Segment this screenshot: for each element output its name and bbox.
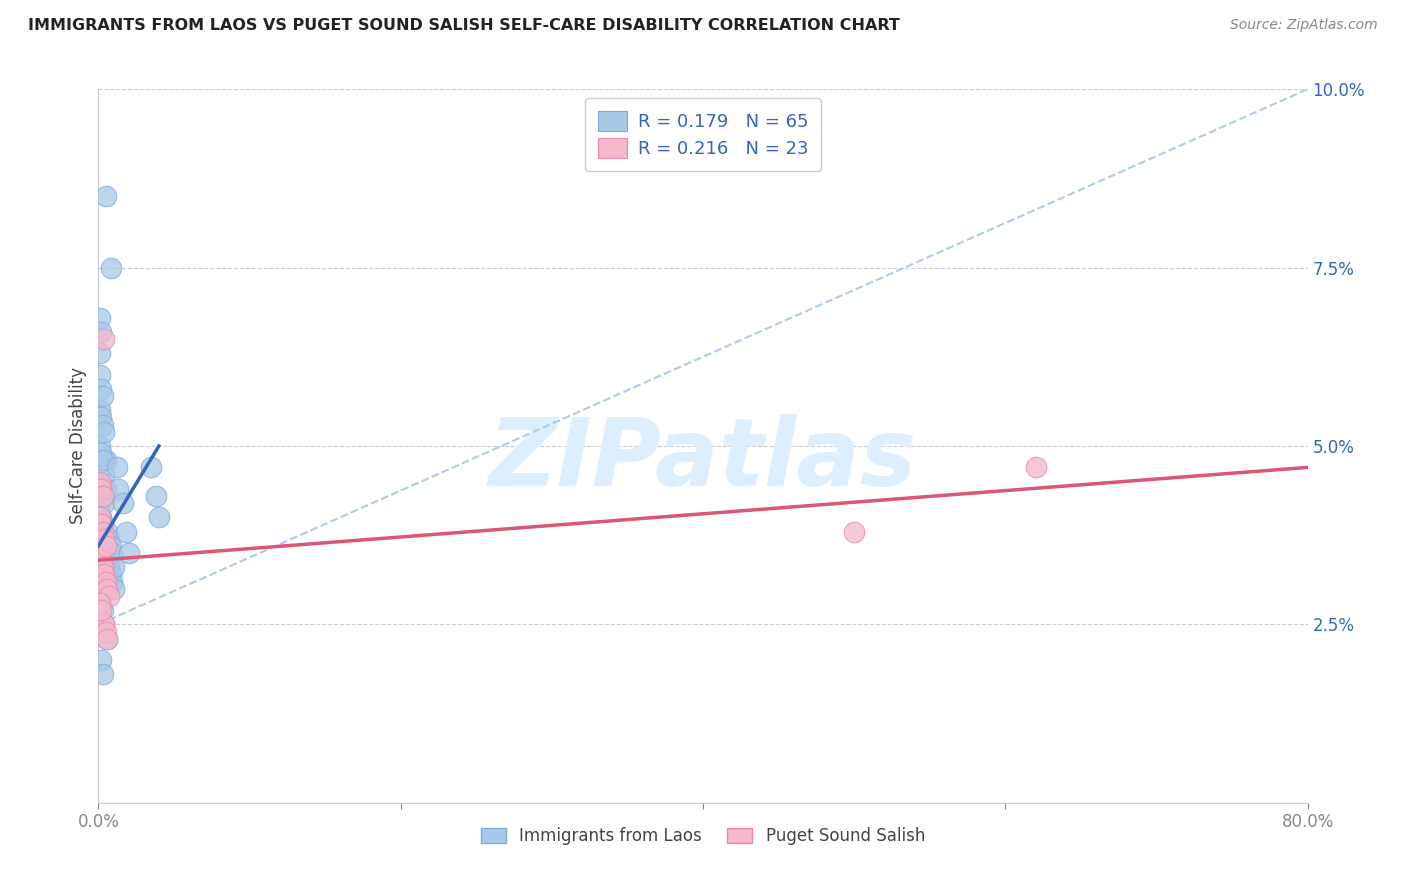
Point xyxy=(89,496,111,510)
Point xyxy=(90,603,112,617)
Point xyxy=(91,517,114,532)
Point xyxy=(101,574,124,589)
Point xyxy=(93,332,115,346)
Point xyxy=(89,524,111,539)
Point xyxy=(89,596,111,610)
Point xyxy=(105,460,128,475)
Point xyxy=(93,496,115,510)
Point xyxy=(94,539,117,553)
Point xyxy=(89,475,111,489)
Point xyxy=(100,260,122,275)
Point xyxy=(96,632,118,646)
Point xyxy=(90,482,112,496)
Text: Source: ZipAtlas.com: Source: ZipAtlas.com xyxy=(1230,18,1378,32)
Point xyxy=(90,653,112,667)
Point xyxy=(89,553,111,567)
Point xyxy=(96,582,118,596)
Point xyxy=(89,475,111,489)
Point xyxy=(91,489,114,503)
Point xyxy=(94,189,117,203)
Point xyxy=(96,524,118,539)
Point xyxy=(103,560,125,574)
Y-axis label: Self-Care Disability: Self-Care Disability xyxy=(69,368,87,524)
Point xyxy=(91,553,114,567)
Point xyxy=(94,574,117,589)
Point xyxy=(89,589,111,603)
Point xyxy=(98,589,121,603)
Point xyxy=(94,582,117,596)
Point xyxy=(89,546,111,560)
Point xyxy=(90,560,112,574)
Point xyxy=(91,560,114,574)
Point xyxy=(89,310,111,325)
Point xyxy=(89,346,111,360)
Point xyxy=(89,574,111,589)
Point xyxy=(90,517,112,532)
Point xyxy=(90,553,112,567)
Point xyxy=(94,453,117,467)
Point xyxy=(103,582,125,596)
Point xyxy=(93,617,115,632)
Point xyxy=(91,389,114,403)
Point xyxy=(90,553,112,567)
Point xyxy=(90,482,112,496)
Point xyxy=(89,439,111,453)
Point xyxy=(93,532,115,546)
Point xyxy=(145,489,167,503)
Point xyxy=(93,617,115,632)
Point xyxy=(89,596,111,610)
Point xyxy=(96,632,118,646)
Point xyxy=(93,425,115,439)
Point xyxy=(90,325,112,339)
Point xyxy=(148,510,170,524)
Point xyxy=(98,560,121,574)
Point xyxy=(89,403,111,417)
Point xyxy=(101,546,124,560)
Point xyxy=(91,524,114,539)
Point xyxy=(91,667,114,681)
Point xyxy=(118,546,141,560)
Point xyxy=(111,496,134,510)
Point xyxy=(91,603,114,617)
Point xyxy=(89,546,111,560)
Point xyxy=(98,532,121,546)
Text: IMMIGRANTS FROM LAOS VS PUGET SOUND SALISH SELF-CARE DISABILITY CORRELATION CHAR: IMMIGRANTS FROM LAOS VS PUGET SOUND SALI… xyxy=(28,18,900,33)
Point xyxy=(89,582,111,596)
Point xyxy=(94,624,117,639)
Point xyxy=(1024,460,1046,475)
Point xyxy=(89,567,111,582)
Point xyxy=(114,524,136,539)
Point xyxy=(141,460,163,475)
Point xyxy=(107,482,129,496)
Legend: Immigrants from Laos, Puget Sound Salish: Immigrants from Laos, Puget Sound Salish xyxy=(474,821,932,852)
Point xyxy=(91,489,114,503)
Point xyxy=(91,560,114,574)
Point xyxy=(844,524,866,539)
Point xyxy=(91,453,114,467)
Point xyxy=(90,510,112,524)
Point xyxy=(100,539,122,553)
Point xyxy=(100,567,122,582)
Point xyxy=(93,532,115,546)
Point xyxy=(89,368,111,382)
Point xyxy=(91,417,114,432)
Point xyxy=(94,539,117,553)
Point xyxy=(96,553,118,567)
Point xyxy=(90,410,112,425)
Text: ZIPatlas: ZIPatlas xyxy=(489,414,917,507)
Point xyxy=(94,482,117,496)
Point xyxy=(90,382,112,396)
Point xyxy=(93,567,115,582)
Point xyxy=(89,510,111,524)
Point xyxy=(93,567,115,582)
Point xyxy=(90,446,112,460)
Point xyxy=(93,467,115,482)
Point xyxy=(90,539,112,553)
